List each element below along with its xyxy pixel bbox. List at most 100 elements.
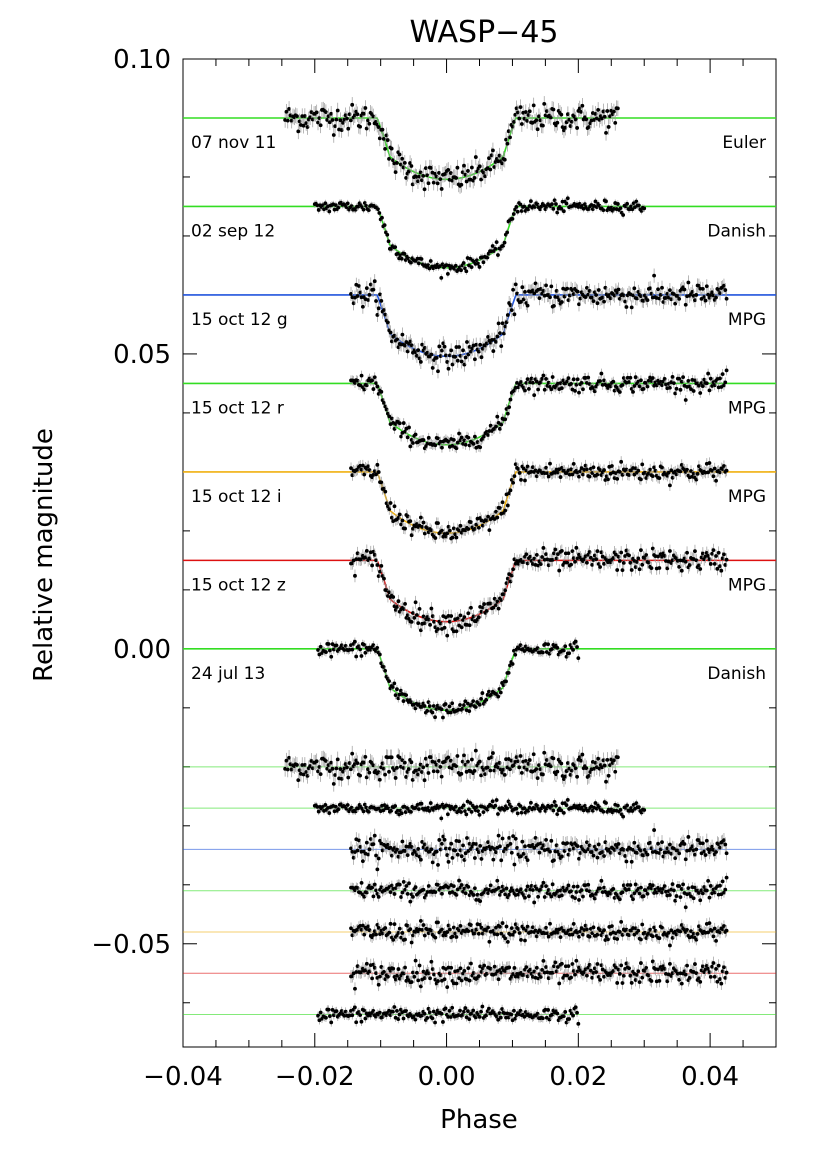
data-point (468, 769, 473, 774)
data-point (400, 890, 405, 895)
data-point (697, 838, 701, 843)
data-point (476, 809, 481, 814)
data-point (316, 120, 320, 125)
data-point (579, 380, 584, 385)
data-point (708, 376, 713, 381)
data-point (482, 434, 487, 439)
data-point (474, 805, 479, 809)
data-point (639, 208, 644, 213)
data-point (318, 123, 323, 128)
data-point (427, 808, 432, 813)
data-point (489, 153, 494, 158)
data-point (366, 118, 370, 123)
data-point (703, 298, 708, 303)
data-point (446, 366, 451, 371)
telescope-label: Danish (707, 221, 766, 241)
data-point (331, 133, 336, 137)
data-point (458, 848, 463, 853)
data-point (702, 295, 707, 299)
data-point (430, 366, 435, 370)
data-point (480, 346, 485, 351)
data-point (360, 859, 365, 864)
data-point (467, 841, 472, 846)
data-point (461, 803, 466, 808)
data-point (384, 501, 389, 506)
data-point (478, 445, 483, 450)
data-point (374, 888, 378, 893)
data-point (723, 842, 728, 847)
data-point (438, 765, 443, 769)
data-point (371, 763, 376, 768)
data-point (434, 174, 439, 179)
data-point (567, 766, 572, 771)
data-points (349, 268, 729, 379)
data-point (548, 849, 552, 854)
data-point (661, 854, 666, 859)
data-point (549, 284, 554, 289)
data-point (481, 810, 486, 815)
data-point (359, 467, 364, 472)
data-point (558, 381, 563, 386)
data-point (423, 166, 428, 171)
data-point (575, 289, 580, 294)
data-point (476, 850, 481, 854)
data-point (459, 268, 463, 273)
data-point (722, 890, 726, 895)
data-point (718, 883, 722, 888)
data-point (454, 535, 459, 540)
data-point (538, 767, 543, 772)
data-point (364, 383, 369, 388)
data-point (511, 834, 516, 839)
data-point (426, 884, 431, 888)
data-point (634, 199, 639, 204)
data-point (706, 470, 711, 475)
data-point (519, 854, 523, 859)
data-point (314, 759, 319, 764)
data-point (538, 287, 543, 291)
data-point (612, 109, 616, 114)
data-point (434, 849, 439, 854)
data-point (333, 124, 338, 129)
data-point (535, 127, 540, 132)
data-point (579, 888, 584, 893)
data-point (723, 887, 728, 892)
data-point (461, 843, 465, 848)
data-point (397, 882, 402, 887)
data-point (408, 519, 413, 524)
data-point (550, 882, 555, 887)
data-point (551, 107, 556, 112)
data-point (439, 275, 444, 280)
data-point (568, 124, 573, 128)
data-point (650, 883, 655, 888)
data-point (590, 295, 595, 300)
data-point (395, 847, 400, 852)
data-point (625, 803, 629, 808)
data-point (334, 766, 339, 771)
data-point (560, 199, 565, 204)
data-point (498, 892, 502, 897)
data-point (683, 398, 688, 402)
data-point (590, 471, 595, 475)
data-point (399, 811, 404, 816)
data-point (632, 286, 637, 291)
data-point (653, 468, 658, 473)
data-point (555, 120, 560, 125)
data-point (405, 514, 410, 519)
data-point (615, 803, 620, 808)
data-point (351, 855, 356, 860)
data-point (486, 514, 490, 519)
data-point (565, 841, 570, 846)
data-point (699, 851, 704, 856)
data-point (564, 201, 569, 206)
data-point (366, 767, 370, 772)
data-point (695, 471, 700, 476)
data-point (551, 206, 556, 211)
data-point (317, 765, 322, 769)
data-point (494, 339, 498, 344)
data-point (472, 856, 477, 860)
data-point (516, 385, 521, 390)
data-point (623, 854, 628, 858)
data-point (710, 290, 714, 295)
data-point (577, 202, 582, 206)
data-point (569, 889, 573, 894)
